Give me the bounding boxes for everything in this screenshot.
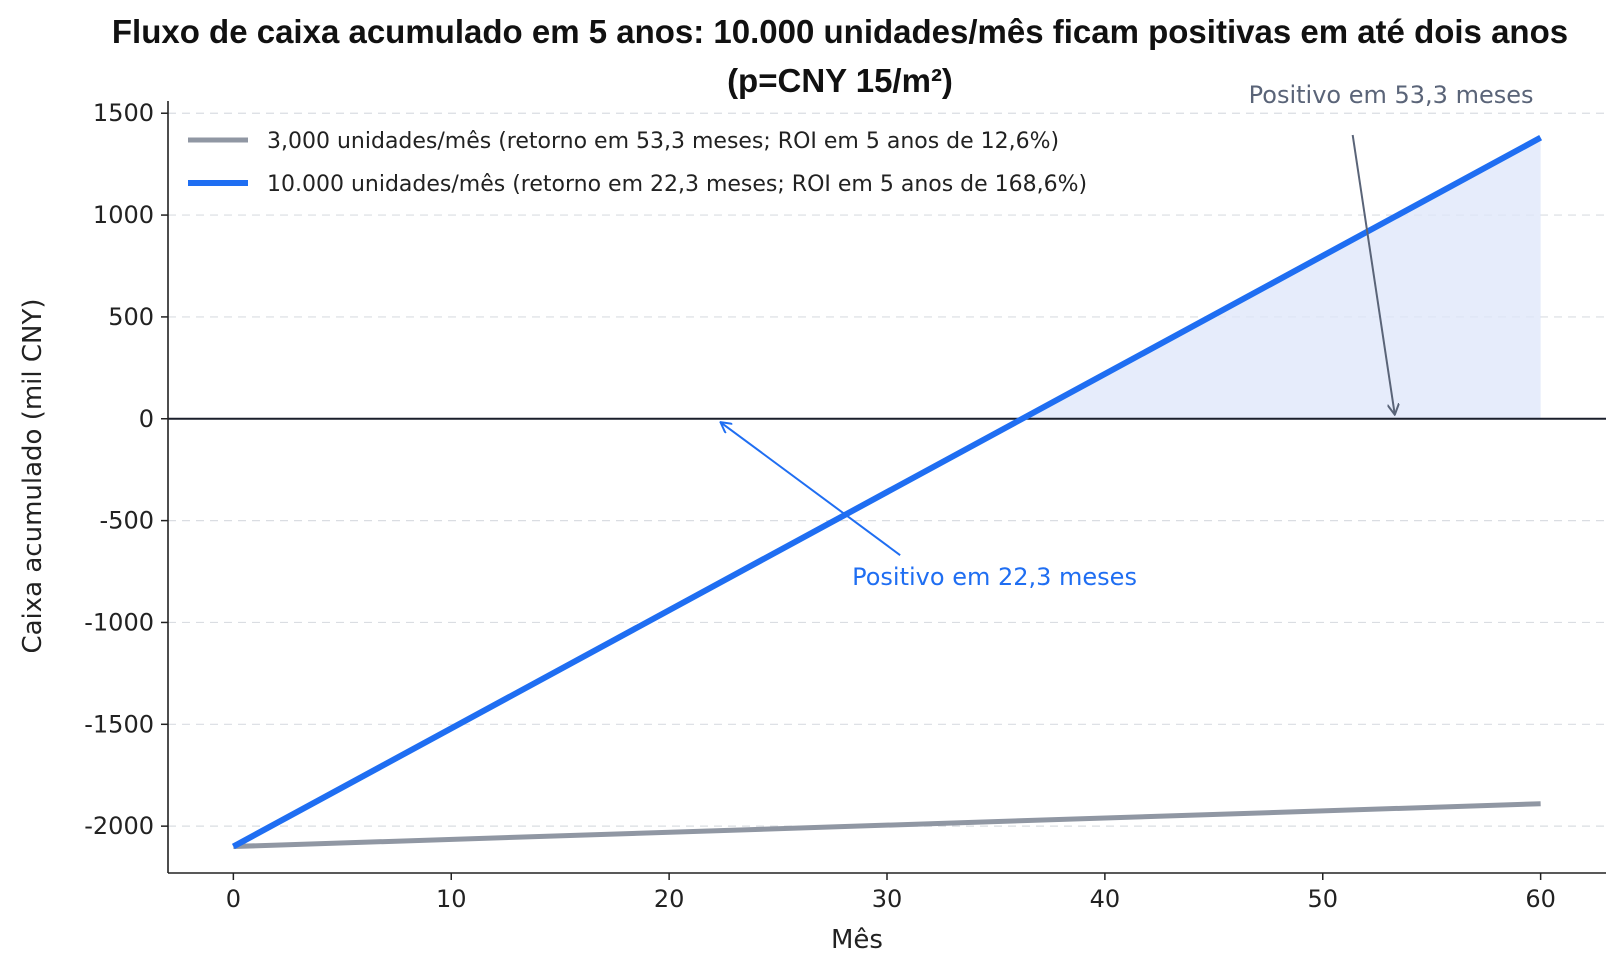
y-tick-label-4: -500 <box>100 507 154 535</box>
x-tick-label-2: 20 <box>654 885 685 913</box>
annotation-text-1: Positivo em 22,3 meses <box>852 563 1137 591</box>
x-tick-label-3: 30 <box>872 885 903 913</box>
x-tick-label-1: 10 <box>436 885 467 913</box>
legend: 3,000 unidades/mês (retorno em 53,3 mese… <box>188 129 1087 197</box>
annotations: Positivo em 53,3 meses Positivo em 22,3 m… <box>721 81 1534 591</box>
chart-title: Fluxo de caixa acumulado em 5 anos: 10.0… <box>112 13 1568 50</box>
legend-label-0: 3,000 unidades/mês (retorno em 53,3 mese… <box>267 129 1059 154</box>
x-tick-label-5: 50 <box>1307 885 1338 913</box>
y-axis-ticks: 1500 1000 500 0 -500 -1000 -1500 -2000 <box>84 99 168 840</box>
y-tick-label-3: 0 <box>139 405 154 433</box>
y-axis-label: Caixa acumulado (mil CNY) <box>18 298 48 653</box>
annotation-text-0: Positivo em 53,3 meses <box>1249 81 1534 109</box>
series-line-1 <box>231 135 1543 850</box>
legend-label-1: 10.000 unidades/mês (retorno em 22,3 mes… <box>267 172 1087 197</box>
y-tick-label-2: 500 <box>108 303 154 331</box>
x-axis-ticks: 0 10 20 30 40 50 60 <box>226 873 1556 913</box>
x-tick-label-6: 60 <box>1525 885 1556 913</box>
series-line-0 <box>233 801 1541 850</box>
y-tick-label-1: 1000 <box>93 201 154 229</box>
annotation-arrow-1 <box>721 423 901 556</box>
y-tick-label-6: -1500 <box>84 710 154 738</box>
series-lines <box>231 135 1543 850</box>
y-tick-label-7: -2000 <box>84 812 154 840</box>
chart-subtitle: (p=CNY 15/m²) <box>727 62 953 99</box>
x-tick-label-4: 40 <box>1090 885 1121 913</box>
x-axis-label: Mês <box>831 925 883 955</box>
y-tick-label-0: 1500 <box>93 99 154 127</box>
y-tick-label-5: -1000 <box>84 608 154 636</box>
x-tick-label-0: 0 <box>226 885 241 913</box>
annotation-arrow-0 <box>1351 134 1395 414</box>
